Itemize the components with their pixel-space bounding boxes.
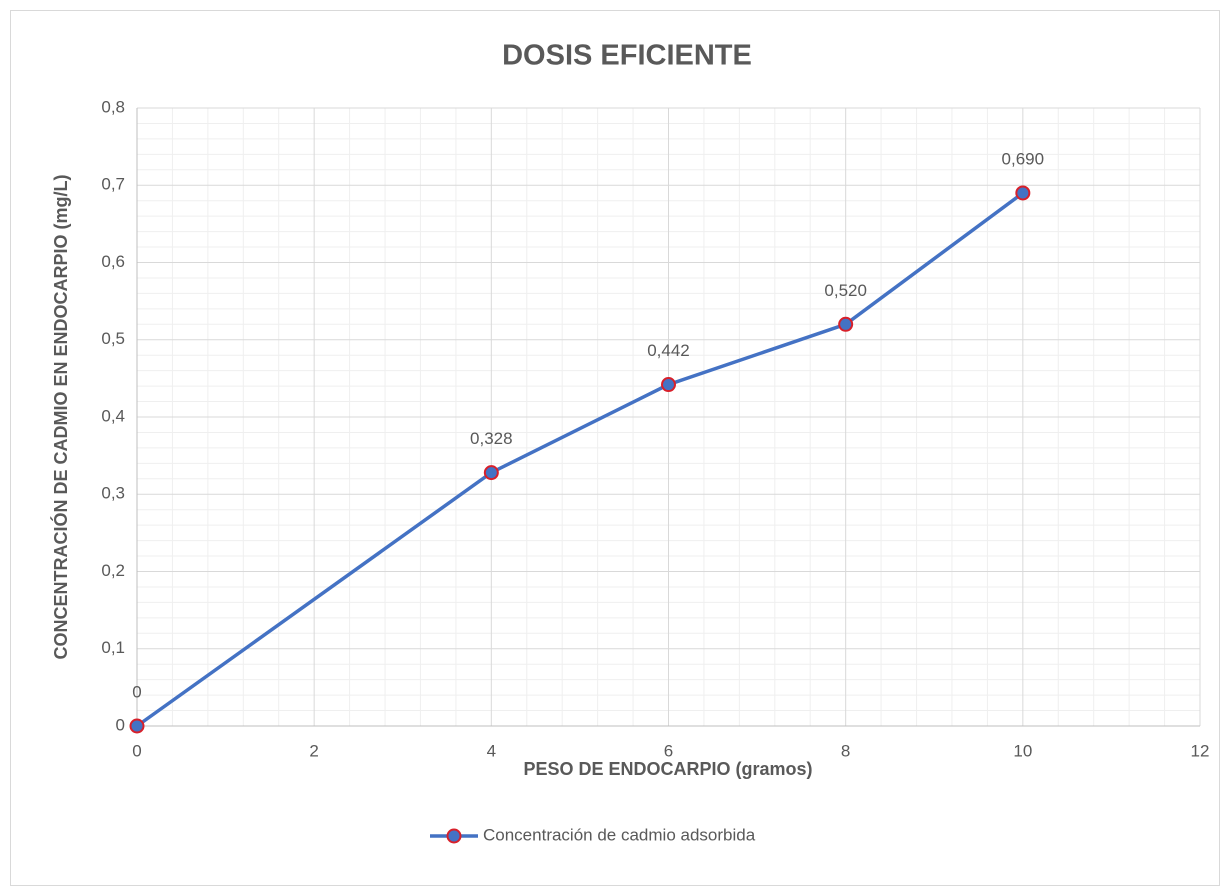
y-tick-label: 0,8 — [101, 97, 125, 116]
data-label: 0,520 — [824, 281, 867, 300]
data-label: 0,328 — [470, 429, 513, 448]
y-tick-label: 0,2 — [101, 561, 125, 580]
y-tick-label: 0,7 — [101, 175, 125, 194]
x-tick-label: 0 — [132, 741, 141, 760]
x-axis-title: PESO DE ENDOCARPIO (gramos) — [523, 759, 812, 779]
y-tick-label: 0,1 — [101, 638, 125, 657]
data-label: 0,690 — [1002, 149, 1045, 168]
x-tick-label: 12 — [1191, 741, 1210, 760]
y-tick-label: 0,5 — [101, 329, 125, 348]
legend-marker — [446, 828, 462, 844]
grid — [136, 107, 1201, 727]
x-tick-label: 2 — [309, 741, 318, 760]
data-point — [1015, 185, 1031, 201]
data-point — [129, 718, 145, 734]
data-point — [483, 465, 499, 481]
x-tick-label: 8 — [841, 741, 850, 760]
data-label: 0,442 — [647, 341, 690, 360]
y-tick-label: 0,3 — [101, 484, 125, 503]
data-point — [838, 316, 854, 332]
x-tick-label: 6 — [664, 741, 673, 760]
y-tick-label: 0,4 — [101, 406, 125, 425]
x-tick-label: 10 — [1013, 741, 1032, 760]
y-axis-title: CONCENTRACIÓN DE CADMIO EN ENDOCARPIO (m… — [50, 174, 71, 659]
data-point — [661, 377, 676, 393]
y-tick-label: 0,6 — [101, 252, 125, 271]
y-tick-label: 0 — [116, 715, 125, 734]
chart-title: DOSIS EFICIENTE — [502, 40, 752, 72]
legend-label: Concentración de cadmio adsorbida — [483, 825, 756, 844]
data-label: 0 — [132, 682, 141, 701]
x-tick-label: 4 — [487, 741, 496, 760]
